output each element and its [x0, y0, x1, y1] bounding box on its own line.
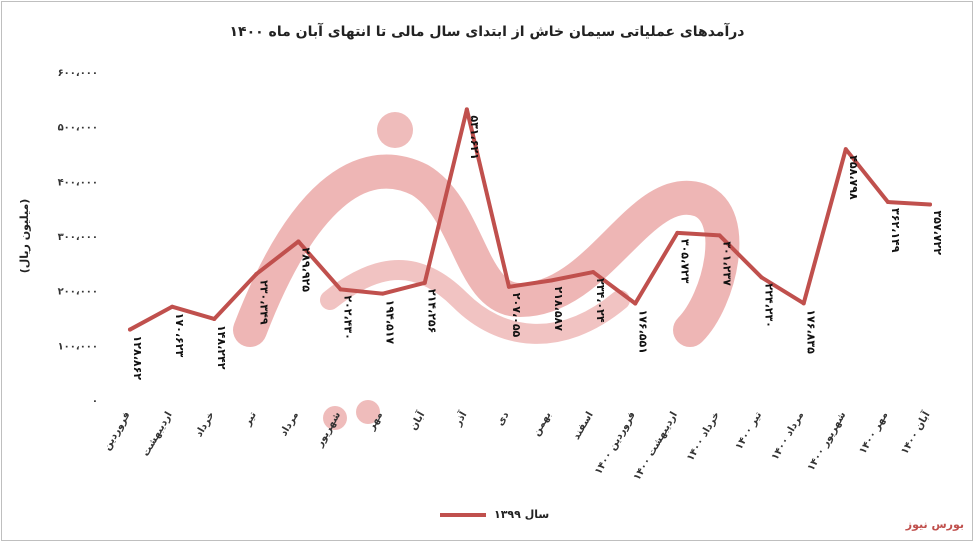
data-point — [338, 287, 343, 292]
watermark-dot — [377, 112, 413, 148]
data-label: ۱۲۸،۸۶۲ — [131, 336, 144, 381]
x-tick-label: شهریور ۱۴۰۰ — [806, 410, 849, 473]
data-label: ۲۳۰،۳۴۹ — [257, 280, 270, 325]
data-point — [717, 233, 722, 238]
x-tick-label: اسفند — [571, 410, 596, 442]
y-tick-label: ۰ — [92, 396, 98, 407]
x-tick-label: خرداد — [194, 410, 217, 439]
data-label: ۲۱۴،۲۵۶ — [426, 289, 439, 333]
data-point — [843, 147, 848, 152]
y-tick-label: ۱۰۰،۰۰۰ — [58, 341, 98, 352]
data-label: ۳۶۲،۱۴۹ — [889, 208, 902, 253]
watermark-logo — [233, 112, 740, 430]
data-point — [759, 275, 764, 280]
chart-title: درآمدهای عملیاتی سیمان خاش از ابتدای سال… — [229, 24, 745, 40]
data-label: ۲۸۹،۹۲۵ — [299, 248, 312, 293]
legend: سال ۱۳۹۹ — [440, 508, 549, 521]
data-label: ۲۱۸،۵۸۷ — [552, 287, 565, 332]
x-tick-label: فروردین ۱۴۰۰ — [593, 410, 638, 477]
series-line — [128, 107, 932, 332]
x-tick-label: اردیبهشت ۱۴۰۰ — [632, 410, 680, 483]
data-point — [801, 301, 806, 306]
data-point — [928, 202, 932, 207]
watermark-dot — [323, 406, 347, 430]
watermark-stroke — [320, 260, 630, 344]
data-label: ۵۳۱،۶۲۱ — [468, 115, 481, 159]
data-label: ۱۷۰،۶۲۳ — [173, 313, 186, 358]
data-point — [464, 107, 469, 112]
x-tick-label: مرداد — [278, 410, 301, 438]
data-point — [675, 230, 680, 235]
x-tick-label: تیر ۱۴۰۰ — [734, 410, 765, 452]
data-point — [633, 301, 638, 306]
watermark-stroke — [233, 154, 740, 347]
x-tick-label: دی — [495, 410, 512, 428]
x-tick-label: فروردین — [102, 410, 133, 452]
data-point — [128, 327, 132, 332]
data-point — [591, 270, 596, 275]
data-point — [422, 280, 427, 285]
y-tick-label: ۴۰۰،۰۰۰ — [58, 177, 98, 188]
y-tick-label: ۲۰۰،۰۰۰ — [58, 287, 98, 298]
data-label: ۱۷۶،۵۵۱ — [636, 309, 649, 353]
y-tick-label: ۵۰۰،۰۰۰ — [58, 123, 98, 134]
data-label: ۲۲۴،۲۳۰ — [763, 283, 776, 327]
x-tick-label: مهر ۱۴۰۰ — [858, 410, 891, 456]
data-point — [506, 284, 511, 289]
data-label: ۱۷۶،۸۳۵ — [805, 309, 818, 354]
data-label: ۳۰۵،۷۲۳ — [678, 239, 691, 284]
data-label: ۲۰۷،۰۵۵ — [510, 293, 523, 338]
data-point — [885, 200, 890, 205]
y-tick-label: ۶۰۰،۰۰۰ — [58, 68, 98, 79]
data-label: ۳۰۱،۲۳۷ — [720, 241, 733, 286]
x-tick-label: آبان ۱۴۰۰ — [898, 409, 933, 457]
x-tick-label: تیر — [242, 410, 259, 429]
data-label: ۲۰۲،۴۳۰ — [342, 295, 355, 339]
data-point — [296, 239, 301, 244]
data-point — [380, 291, 385, 296]
data-label: ۱۴۸،۲۴۲ — [215, 325, 228, 370]
data-point — [212, 316, 217, 321]
legend-swatch — [440, 512, 486, 517]
brand-label: بورس نیوز — [905, 518, 964, 531]
legend-label: سال ۱۳۹۹ — [494, 508, 550, 521]
watermark-dot — [356, 400, 380, 424]
x-tick-label: خرداد ۱۴۰۰ — [685, 410, 722, 463]
data-point — [549, 278, 554, 283]
x-tick-label: مرداد ۱۴۰۰ — [770, 410, 807, 462]
y-axis-label: (میلیون ریال) — [18, 199, 31, 274]
data-label: ۳۵۷،۷۲۲ — [931, 210, 944, 255]
data-point — [254, 272, 259, 277]
data-label: ۱۹۴،۵۱۷ — [384, 300, 397, 345]
x-tick-label: اردیبهشت — [140, 410, 174, 458]
data-label: ۲۳۴،۰۲۴ — [594, 278, 607, 323]
data-point — [170, 304, 175, 309]
x-tick-label: بهمن — [531, 410, 554, 438]
y-tick-label: ۳۰۰،۰۰۰ — [58, 232, 98, 243]
x-tick-label: آذر — [451, 409, 470, 429]
x-tick-label: آبان — [406, 409, 427, 433]
data-label: ۴۵۸،۷۹۸ — [847, 155, 860, 200]
